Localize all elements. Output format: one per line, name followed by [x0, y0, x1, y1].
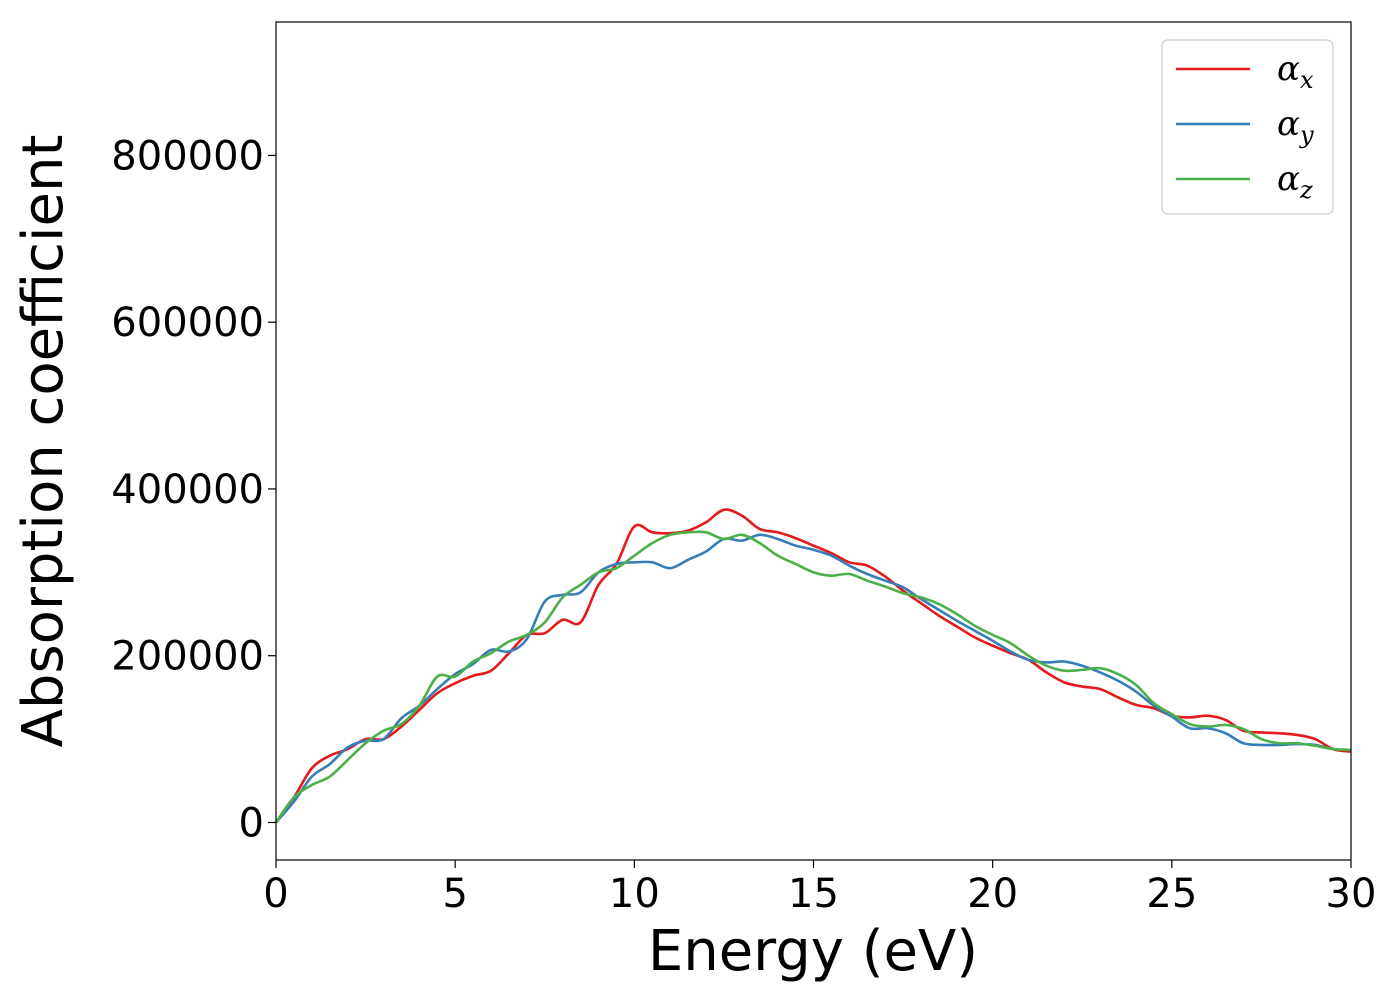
y-tick-label: 200000 [111, 634, 264, 680]
y-tick-label: 0 [239, 800, 264, 846]
x-tick-label: 5 [442, 871, 467, 917]
y-tick-label: 800000 [111, 133, 264, 179]
y-tick-label: 400000 [111, 467, 264, 513]
legend-box [1161, 39, 1334, 215]
legend: αx αy αz [1161, 39, 1334, 215]
legend-label-alpha-x: αx [1277, 49, 1314, 94]
x-tick-label: 30 [1326, 871, 1377, 917]
series-layer [274, 508, 1352, 824]
x-axis-title: Energy (eV) [648, 919, 978, 984]
legend-label-alpha-y: αy [1277, 104, 1314, 149]
series-line-alpha-z [274, 530, 1352, 824]
y-axis-ticks: 0 200000 400000 600000 800000 [111, 133, 276, 846]
series-line-alpha-x [274, 508, 1352, 824]
x-tick-label: 0 [263, 871, 288, 917]
y-tick-label: 600000 [111, 300, 264, 346]
x-tick-label: 10 [609, 871, 660, 917]
legend-label-alpha-z: αz [1277, 159, 1313, 204]
x-tick-label: 15 [788, 871, 839, 917]
x-tick-label: 20 [967, 871, 1018, 917]
x-tick-label: 25 [1146, 871, 1197, 917]
y-axis-title: Absorption coefficient [11, 135, 76, 748]
series-line-alpha-y [275, 533, 1352, 824]
x-axis-ticks: 0 5 10 15 20 25 30 [263, 860, 1376, 917]
